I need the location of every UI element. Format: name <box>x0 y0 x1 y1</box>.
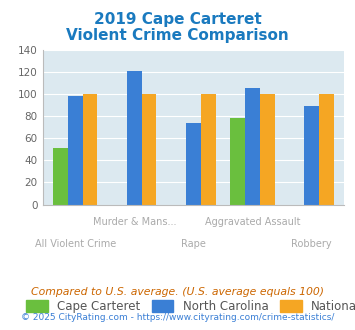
Bar <box>142 94 157 205</box>
Text: Compared to U.S. average. (U.S. average equals 100): Compared to U.S. average. (U.S. average … <box>31 287 324 297</box>
Bar <box>319 94 334 205</box>
Bar <box>127 71 142 205</box>
Text: All Violent Crime: All Violent Crime <box>34 239 116 249</box>
Bar <box>68 96 83 205</box>
Text: Aggravated Assault: Aggravated Assault <box>205 217 300 227</box>
Legend: Cape Carteret, North Carolina, National: Cape Carteret, North Carolina, National <box>21 294 355 319</box>
Bar <box>230 118 245 205</box>
Text: Murder & Mans...: Murder & Mans... <box>93 217 176 227</box>
Bar <box>245 88 260 205</box>
Text: 2019 Cape Carteret: 2019 Cape Carteret <box>94 12 261 26</box>
Bar <box>201 94 216 205</box>
Bar <box>304 106 319 205</box>
Text: Robbery: Robbery <box>291 239 332 249</box>
Bar <box>53 148 68 205</box>
Bar <box>82 94 97 205</box>
Text: Violent Crime Comparison: Violent Crime Comparison <box>66 28 289 43</box>
Text: Rape: Rape <box>181 239 206 249</box>
Text: © 2025 CityRating.com - https://www.cityrating.com/crime-statistics/: © 2025 CityRating.com - https://www.city… <box>21 313 334 322</box>
Bar <box>260 94 275 205</box>
Bar <box>186 123 201 205</box>
